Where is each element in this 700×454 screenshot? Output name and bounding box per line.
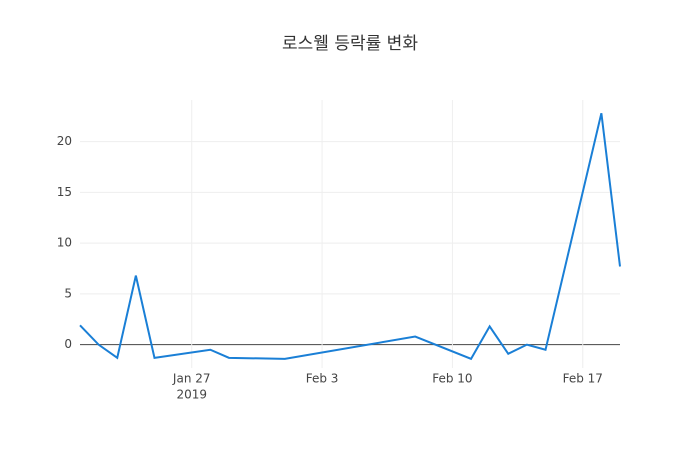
y-tick-label: 20 <box>57 134 72 148</box>
x-tick-label: Jan 27 <box>172 372 211 386</box>
data-line <box>79 112 621 361</box>
y-tick-label: 10 <box>57 236 72 250</box>
chart-title: 로스웰 등락률 변화 <box>282 34 418 54</box>
y-tick-label: 15 <box>57 185 72 199</box>
x-tick-label: Feb 17 <box>563 372 603 386</box>
y-tick-label: 5 <box>64 286 72 300</box>
x-tick-label: Feb 3 <box>306 372 339 386</box>
y-tick-label: 0 <box>64 337 72 351</box>
x-year-label: 2019 <box>176 388 207 402</box>
x-tick-label: Feb 10 <box>432 372 472 386</box>
